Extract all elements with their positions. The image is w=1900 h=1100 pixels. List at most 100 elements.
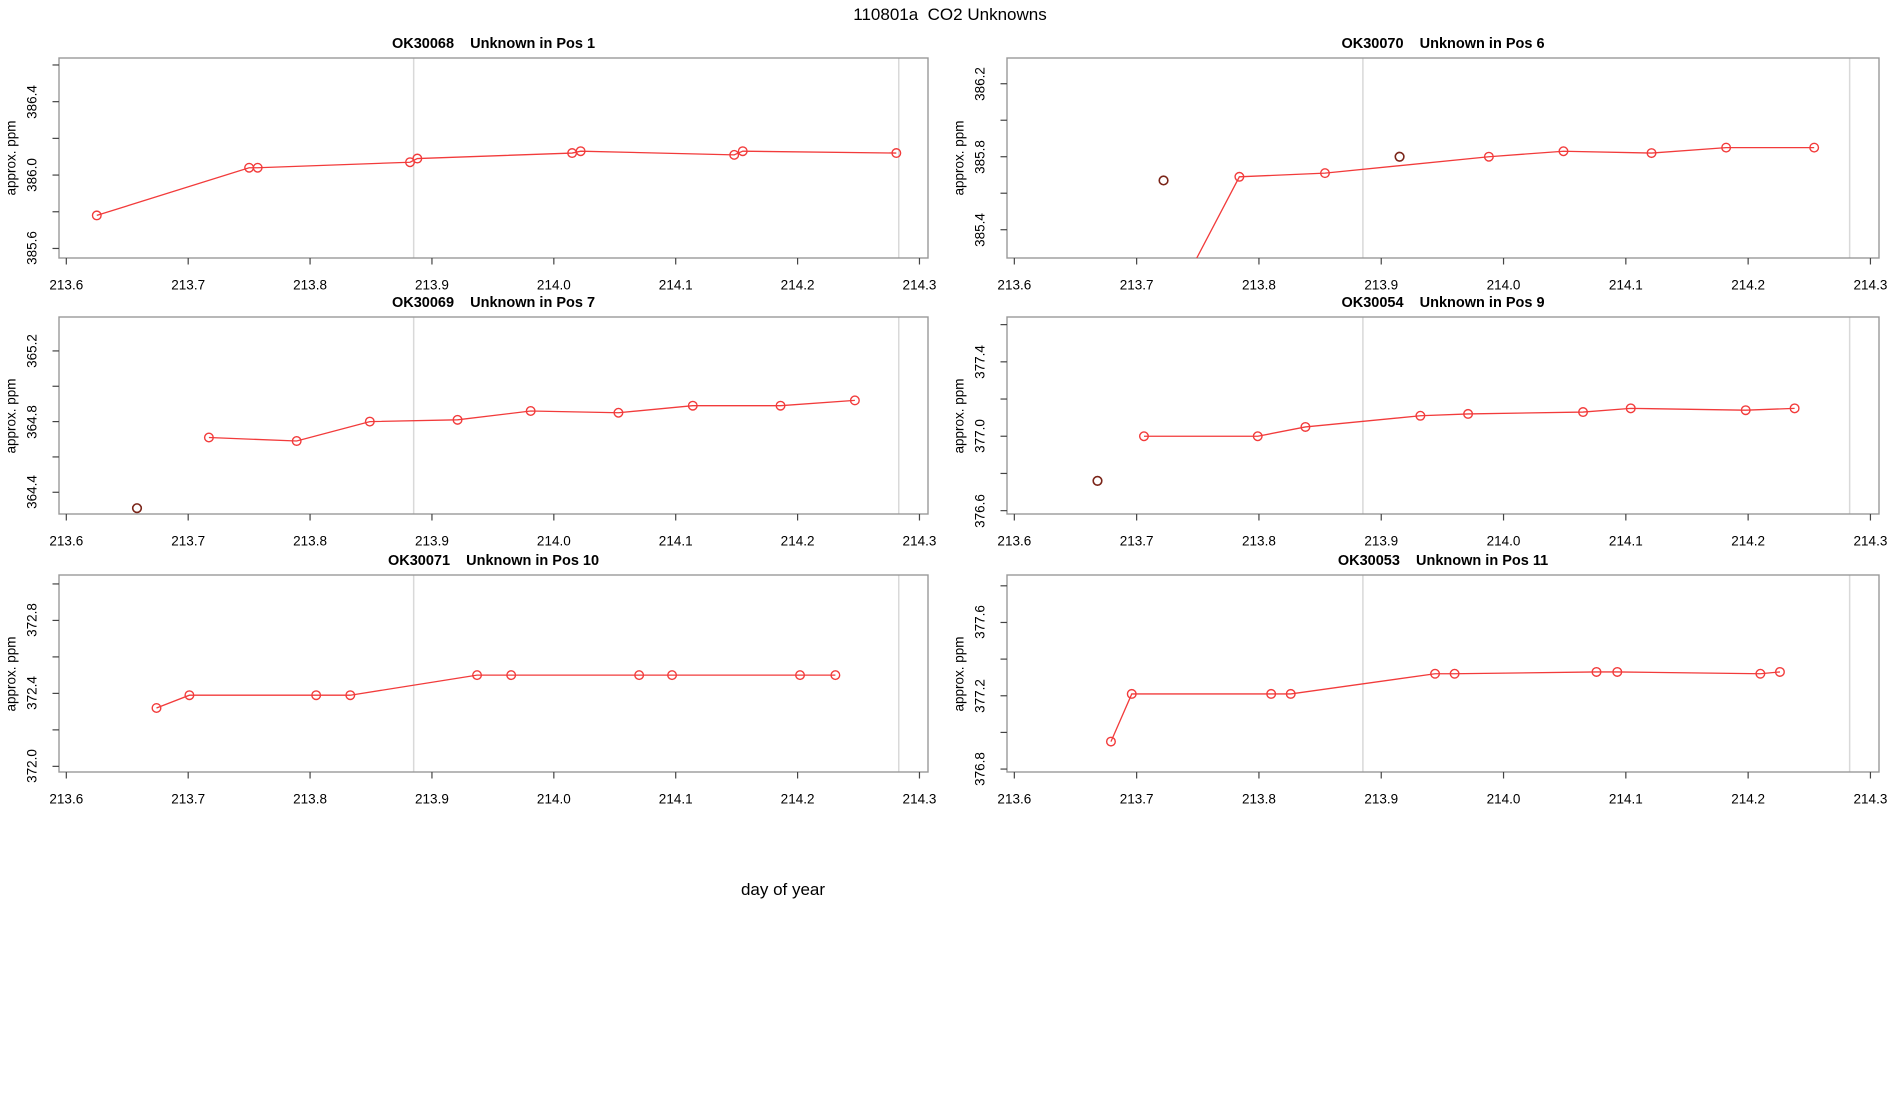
x-tick-label: 213.7 xyxy=(171,277,206,293)
data-point xyxy=(151,702,162,713)
data-point xyxy=(795,670,806,681)
panel-OK30068-plot xyxy=(52,57,929,265)
y-axis-label: approx. ppm xyxy=(3,120,19,196)
y-tick-label: 377.4 xyxy=(972,344,988,379)
panel-title-OK30053: OK30053 Unknown in Pos 11 xyxy=(1337,553,1549,569)
y-axis-label: approx. ppm xyxy=(951,377,967,454)
x-tick-label: 213.8 xyxy=(1242,791,1276,807)
data-point xyxy=(452,414,463,425)
data-point xyxy=(1774,666,1785,677)
panel-OK30053-plot xyxy=(1000,574,1880,779)
x-tick-label: 213.8 xyxy=(1242,277,1276,293)
data-point xyxy=(184,690,195,701)
data-point xyxy=(1578,407,1589,418)
data-point xyxy=(345,690,356,701)
data-point xyxy=(1789,403,1800,414)
y-axis-label: approx. ppm xyxy=(951,635,967,712)
y-tick-label: 385.6 xyxy=(24,231,40,266)
panel-title-OK30054: OK30054 Unknown in Pos 9 xyxy=(1341,295,1545,311)
data-point xyxy=(737,146,748,157)
x-tick-label: 214.1 xyxy=(658,791,693,807)
data-point xyxy=(667,670,678,681)
data-point xyxy=(1646,148,1657,159)
data-point xyxy=(203,432,214,443)
series-line xyxy=(96,150,897,217)
data-point xyxy=(311,690,322,701)
flagged-data-point xyxy=(1158,175,1169,186)
panel-title-OK30071: OK30071 Unknown in Pos 10 xyxy=(387,553,600,569)
panel-title-OK30069: OK30069 Unknown in Pos 7 xyxy=(391,295,596,311)
x-tick-label: 213.8 xyxy=(293,791,327,807)
flagged-data-point xyxy=(131,503,143,514)
panel-OK30069-plot xyxy=(52,316,929,521)
data-point xyxy=(91,210,102,221)
data-point xyxy=(891,148,902,159)
plot-box xyxy=(1006,57,1880,259)
plot-box xyxy=(1006,574,1880,773)
y-axis-label: approx. ppm xyxy=(951,120,967,196)
x-tick-label: 214.3 xyxy=(902,533,937,549)
data-point xyxy=(1234,171,1245,182)
y-tick-label: 372.0 xyxy=(24,749,40,784)
panel-OK30070-plot xyxy=(1000,57,1880,265)
y-tick-label: 386.2 xyxy=(972,66,988,101)
x-tick-label: 214.1 xyxy=(1608,791,1643,807)
x-tick-label: 214.1 xyxy=(658,277,693,293)
panel-title-OK30068: OK30068 Unknown in Pos 1 xyxy=(391,36,596,52)
x-tick-label: 213.7 xyxy=(171,533,206,549)
data-point xyxy=(1415,410,1426,421)
x-tick-label: 213.6 xyxy=(49,791,84,807)
y-tick-label: 377.2 xyxy=(972,678,988,713)
series-line xyxy=(208,399,855,442)
x-tick-label: 213.7 xyxy=(171,791,206,807)
x-tick-label: 214.1 xyxy=(1608,277,1643,293)
data-point xyxy=(506,670,517,681)
x-tick-label: 214.2 xyxy=(780,791,815,807)
data-point xyxy=(634,670,645,681)
data-point xyxy=(1285,688,1296,699)
data-point xyxy=(613,407,624,418)
x-tick-label: 214.2 xyxy=(780,277,815,293)
x-tick-label: 213.9 xyxy=(415,533,449,549)
y-tick-label: 377.6 xyxy=(972,605,988,640)
x-tick-label: 214.0 xyxy=(1486,533,1521,549)
data-point xyxy=(1126,688,1137,699)
plot-box xyxy=(1006,316,1880,515)
data-point xyxy=(1558,146,1569,157)
x-tick-label: 213.6 xyxy=(997,277,1032,293)
x-tick-label: 213.9 xyxy=(1364,533,1399,549)
x-tick-label: 214.3 xyxy=(1853,277,1888,293)
x-tick-label: 214.0 xyxy=(1486,791,1521,807)
series-line xyxy=(1143,407,1795,437)
data-point xyxy=(1105,736,1116,747)
y-tick-label: 376.8 xyxy=(972,752,988,786)
y-tick-label: 372.4 xyxy=(24,676,40,711)
x-tick-label: 214.1 xyxy=(658,533,693,549)
x-tick-label: 214.0 xyxy=(1486,277,1521,293)
data-point xyxy=(1430,668,1441,679)
data-point xyxy=(687,400,698,411)
x-tick-label: 213.9 xyxy=(415,791,449,807)
panel-OK30071-plot xyxy=(52,574,929,779)
x-tick-label: 214.3 xyxy=(1853,533,1888,549)
x-tick-label: 213.7 xyxy=(1119,791,1154,807)
plot-box xyxy=(58,574,929,773)
x-tick-label: 213.8 xyxy=(293,533,327,549)
figure-title: 110801a CO2 Unknowns xyxy=(853,5,1047,24)
x-tick-label: 213.6 xyxy=(49,277,84,293)
data-point xyxy=(1266,688,1277,699)
x-tick-label: 214.2 xyxy=(1731,791,1766,807)
data-point xyxy=(412,153,423,164)
y-tick-label: 377.0 xyxy=(972,419,988,454)
flagged-data-point xyxy=(1092,475,1103,486)
data-point xyxy=(1612,666,1623,677)
x-tick-label: 213.9 xyxy=(415,277,449,293)
data-point xyxy=(1252,431,1263,442)
data-point xyxy=(1721,142,1732,153)
data-point xyxy=(525,405,536,416)
data-point xyxy=(364,416,375,427)
panel-title-OK30070: OK30070 Unknown in Pos 6 xyxy=(1341,36,1545,52)
y-tick-label: 365.2 xyxy=(24,334,40,368)
data-point xyxy=(472,670,483,681)
